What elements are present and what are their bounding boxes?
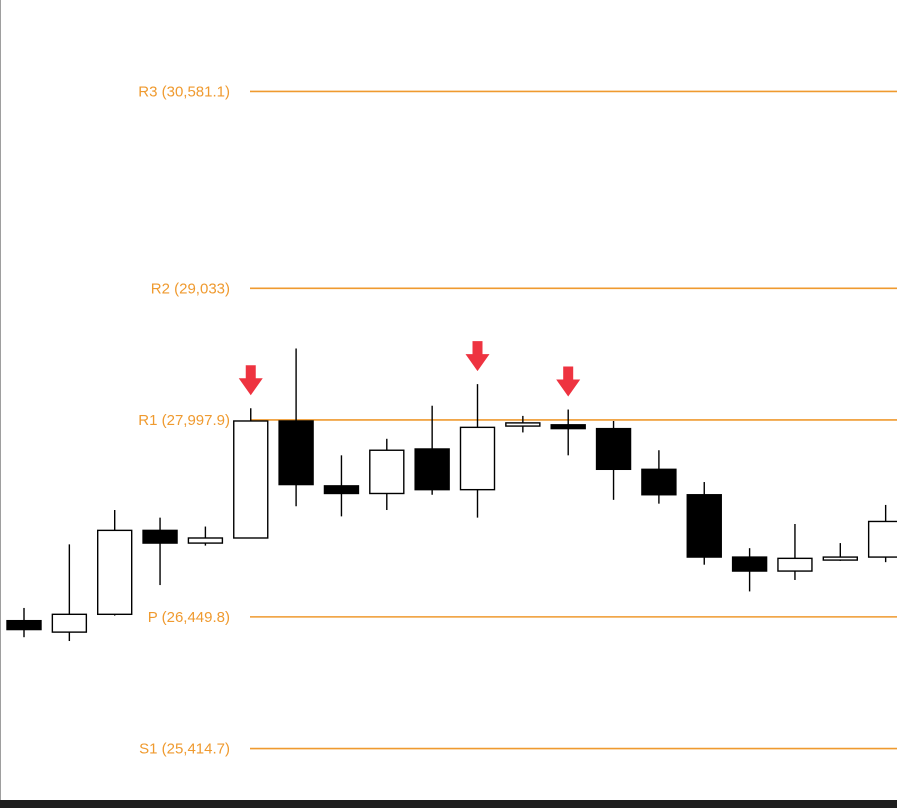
level-label-r2: R2 (29,033) [151, 280, 230, 297]
bearish-candle [641, 450, 677, 504]
level-label-r3: R3 (30,581.1) [138, 83, 230, 100]
bullish-candle [505, 415, 541, 433]
sell-signal-arrow-icon [465, 341, 490, 372]
candle-body [414, 448, 450, 491]
bullish-candle [51, 544, 88, 642]
bearish-candle [414, 405, 450, 495]
bearish-candle [142, 517, 178, 586]
left-border [0, 0, 1, 800]
pivot-levels: R3 (30,581.1) R2 (29,033) R1 (27,997.9) P (… [138, 83, 897, 758]
candle-body [323, 485, 360, 495]
bullish-candle [867, 504, 897, 563]
candle-body [822, 556, 858, 561]
bearish-candle [595, 420, 632, 500]
level-label-s1: S1 (25,414.7) [139, 741, 230, 758]
bottom-bar [0, 800, 897, 808]
candle-body [459, 426, 496, 491]
sell-signal-arrow-icon [238, 365, 263, 396]
candle-body [369, 449, 405, 495]
bullish-candle [233, 408, 269, 539]
candle-body [187, 537, 224, 544]
candles [6, 348, 897, 642]
candle-body [595, 427, 632, 471]
candle-body [867, 520, 897, 558]
bullish-candle [777, 524, 813, 580]
bearish-candle [323, 455, 360, 517]
bullish-candle [369, 438, 405, 511]
bearish-candle [550, 409, 586, 456]
candle-body [777, 557, 813, 572]
candle-body [6, 619, 42, 631]
candle-body [686, 494, 722, 558]
bullish-candle [96, 510, 133, 616]
level-label-r1: R1 (27,997.9) [138, 412, 230, 429]
candle-body [731, 556, 768, 572]
candle-body [51, 613, 88, 633]
candle-body [505, 422, 541, 427]
bearish-candle [731, 548, 768, 592]
candle-body [96, 529, 133, 616]
candle-body [550, 424, 586, 430]
bearish-candle [6, 607, 42, 638]
candle-body [641, 468, 677, 496]
signal-markers [238, 341, 581, 397]
bearish-candle [278, 348, 314, 507]
bullish-candle [187, 526, 224, 546]
level-label-p: P (26,449.8) [148, 609, 230, 626]
candle-body [233, 420, 269, 539]
bullish-candle [459, 384, 496, 518]
sell-signal-arrow-icon [556, 366, 581, 397]
bullish-candle [822, 543, 858, 561]
candle-body [142, 529, 178, 544]
candle-body [278, 420, 314, 486]
bearish-candle [686, 482, 722, 565]
